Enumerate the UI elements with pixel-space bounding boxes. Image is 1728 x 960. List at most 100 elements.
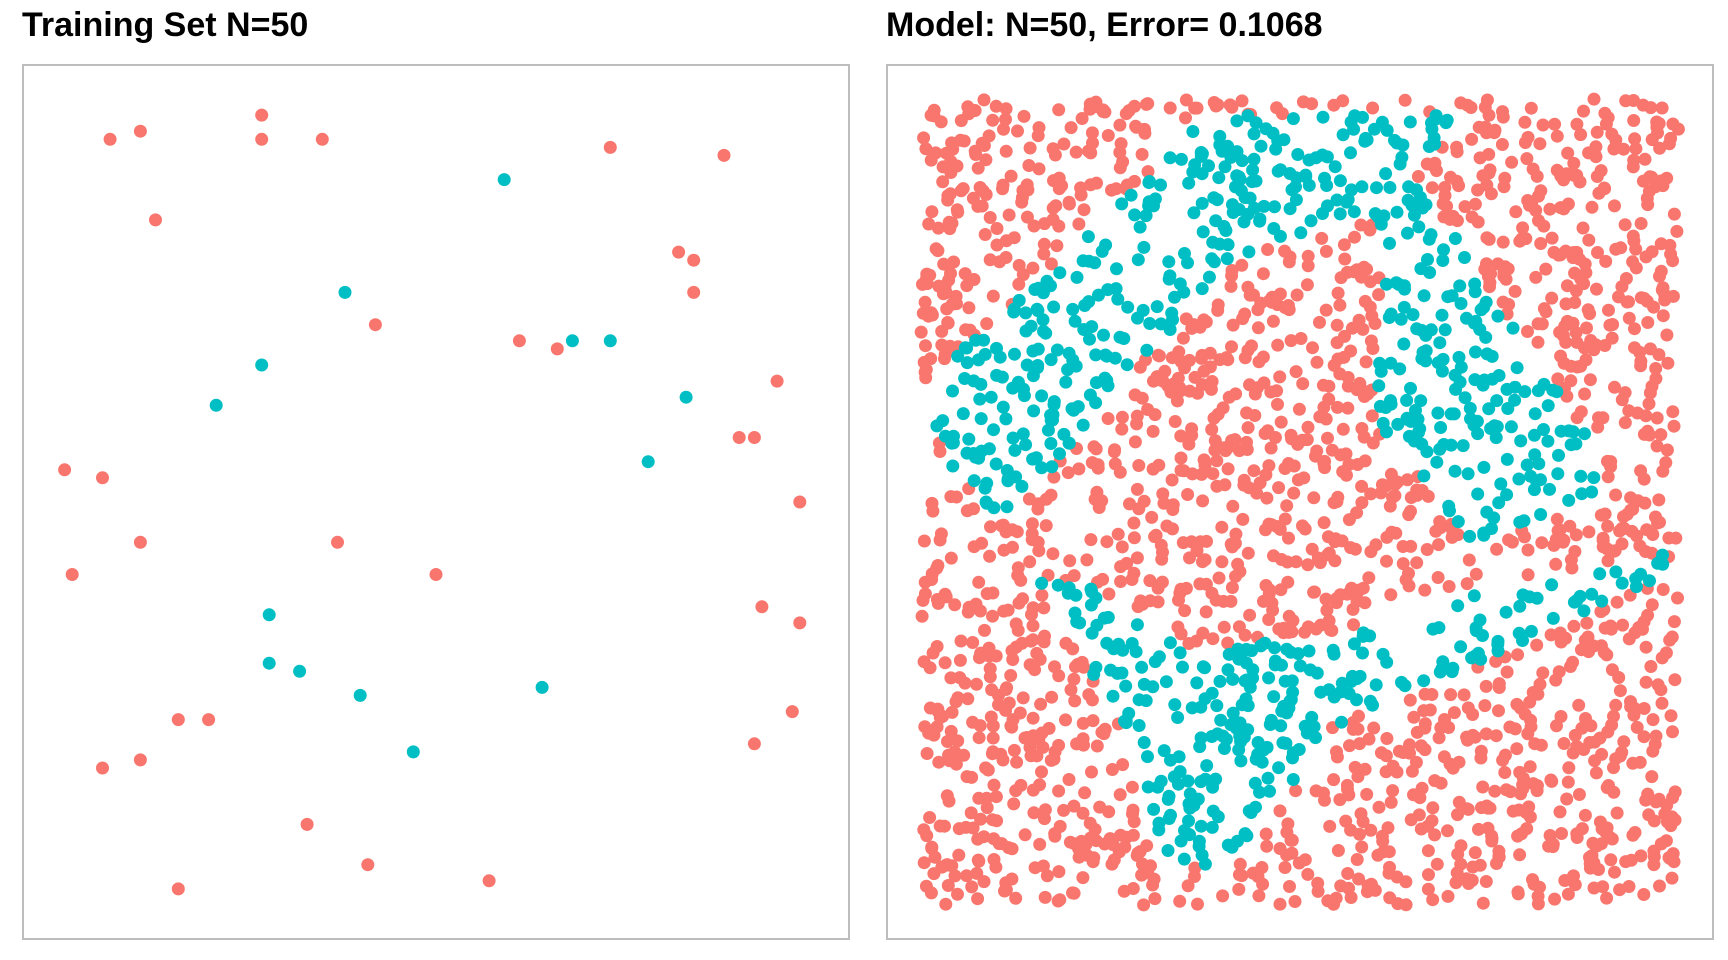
model-point (986, 745, 1000, 759)
model-point (1282, 531, 1295, 545)
model-point (1035, 765, 1048, 779)
model-point (1593, 567, 1607, 581)
model-point (1302, 153, 1316, 167)
model-point (1650, 439, 1664, 453)
model-point (931, 244, 945, 258)
training-point (687, 285, 701, 299)
model-point (999, 876, 1013, 890)
model-point (1012, 277, 1026, 291)
model-point (1068, 694, 1082, 708)
model-point (1643, 574, 1656, 588)
model-point (1245, 644, 1259, 658)
model-point (966, 715, 980, 729)
model-point (1016, 268, 1030, 282)
model-point (1007, 305, 1021, 319)
model-point (1344, 146, 1357, 160)
model-point (1273, 842, 1287, 855)
model-point (1510, 361, 1524, 375)
training-point (361, 858, 375, 872)
model-point (1484, 187, 1498, 201)
model-point (1443, 757, 1457, 771)
model-point (1044, 257, 1058, 271)
model-point (1188, 861, 1202, 875)
model-point (1490, 394, 1504, 408)
model-point (1225, 434, 1239, 448)
model-point (969, 597, 983, 611)
model-point (1002, 841, 1016, 855)
model-point (1474, 751, 1488, 765)
model-point (1101, 129, 1115, 142)
model-point (1419, 328, 1433, 342)
model-point (1260, 839, 1274, 853)
model-point (1217, 742, 1231, 755)
model-point (1609, 133, 1623, 147)
model-point (1669, 531, 1683, 545)
model-point (1441, 824, 1454, 838)
model-point (1340, 468, 1353, 482)
model-point (1382, 866, 1396, 880)
model-point (1111, 292, 1125, 306)
model-point (1341, 867, 1355, 880)
model-point (1489, 729, 1503, 743)
model-point (1407, 434, 1421, 448)
model-point (1243, 191, 1257, 205)
model-point (974, 412, 988, 426)
model-point (1069, 359, 1083, 373)
model-point (1331, 400, 1344, 414)
model-point (1108, 443, 1122, 457)
model-point (1205, 730, 1219, 743)
model-point (1113, 145, 1127, 159)
model-point (1569, 284, 1583, 298)
model-point (1520, 822, 1534, 836)
model-point (1355, 479, 1369, 493)
model-point (1237, 473, 1251, 487)
model-point (1215, 555, 1229, 569)
model-point (1191, 897, 1204, 911)
model-point (1014, 573, 1028, 587)
training-point (133, 124, 147, 138)
model-point (1521, 727, 1535, 741)
model-point (1174, 834, 1188, 848)
model-point (1317, 516, 1331, 530)
model-point (1656, 583, 1670, 596)
model-point (1445, 289, 1459, 303)
model-point (1186, 125, 1200, 138)
model-point (1482, 232, 1496, 246)
model-point (1667, 207, 1681, 221)
model-point (919, 142, 933, 156)
model-point (1490, 542, 1504, 556)
model-point (1141, 750, 1154, 764)
model-point (1075, 112, 1089, 125)
model-point (1273, 804, 1287, 818)
model-point (1009, 470, 1023, 484)
model-point (1270, 101, 1284, 115)
model-point (944, 551, 958, 565)
model-point (1516, 771, 1530, 785)
model-point (944, 267, 957, 280)
model-point (1336, 422, 1350, 436)
model-point (1466, 708, 1480, 721)
model-point (1116, 643, 1130, 657)
model-point (930, 419, 944, 433)
model-point (1322, 392, 1336, 406)
model-point (1006, 431, 1020, 445)
model-point (1102, 587, 1116, 601)
model-point (1261, 243, 1275, 256)
model-point (1462, 877, 1476, 890)
model-point (956, 407, 970, 421)
model-point (1146, 424, 1160, 438)
model-point (1505, 155, 1519, 169)
model-point (1154, 178, 1167, 192)
model-point (1401, 193, 1415, 207)
model-point (1052, 103, 1066, 117)
model-point (1027, 219, 1041, 233)
training-point (353, 688, 367, 702)
model-point (1479, 727, 1493, 741)
model-point (1337, 238, 1351, 252)
model-point (1528, 407, 1542, 421)
model-point (1213, 674, 1227, 688)
model-point (965, 880, 979, 894)
model-point (1430, 857, 1444, 871)
model-point (1220, 252, 1234, 266)
model-point (999, 102, 1013, 116)
